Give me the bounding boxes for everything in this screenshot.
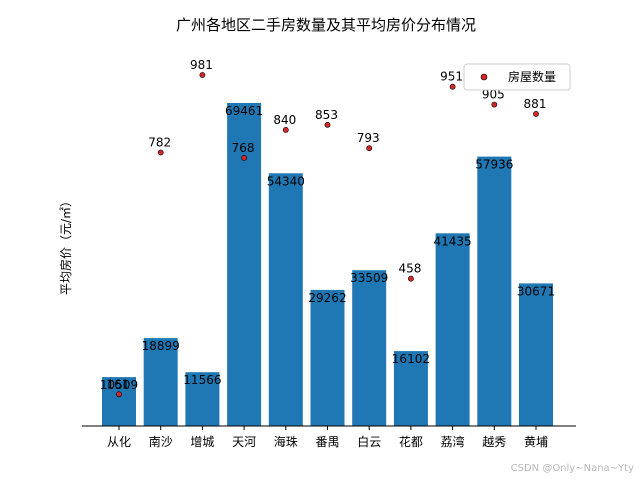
x-tick-label: 越秀 — [482, 435, 506, 449]
x-tick-label: 黄埔 — [524, 435, 548, 449]
count-label: 458 — [398, 262, 421, 276]
legend-frame — [463, 63, 571, 91]
x-tick-label: 南沙 — [149, 434, 173, 449]
bar — [519, 283, 553, 426]
x-tick-label: 番禺 — [315, 435, 339, 449]
scatter-point — [491, 101, 498, 108]
bar-value-label: 33509 — [350, 271, 388, 285]
bar-value-label: 29262 — [308, 291, 346, 305]
bar — [143, 338, 178, 426]
scatter-point — [449, 83, 456, 90]
count-label: 840 — [273, 113, 296, 127]
bar — [352, 270, 387, 426]
bar-value-label: 18899 — [142, 339, 180, 353]
scatter-series: 161 782 981 768 840 853 793 458 951 905 881 — [107, 58, 547, 398]
count-label: 782 — [148, 136, 171, 150]
bar-value-label: 57936 — [475, 158, 513, 172]
bar-value-label: 30671 — [517, 284, 555, 298]
scatter-point — [533, 111, 539, 117]
legend: 房屋数量 — [463, 63, 571, 91]
bar — [310, 289, 345, 426]
scatter-point — [116, 391, 122, 398]
legend-marker — [480, 73, 488, 81]
x-tick-label: 海珠 — [274, 434, 298, 449]
count-label: 981 — [190, 58, 213, 72]
count-label: 161 — [107, 377, 130, 391]
x-tick-label: 从化 — [107, 435, 131, 449]
count-label: 905 — [482, 88, 505, 102]
x-tick-label: 天河 — [232, 435, 256, 449]
bar-value-label: 16102 — [392, 352, 430, 366]
scatter-point — [324, 121, 331, 128]
count-label: 793 — [357, 131, 380, 145]
bar-value-label: 54340 — [267, 174, 305, 188]
bar — [477, 156, 512, 426]
bar — [185, 372, 220, 426]
bar-value-label: 10509 — [100, 378, 138, 392]
y-axis-label: 平均房价（元/㎡） — [58, 195, 73, 295]
x-tick-label: 白云 — [357, 434, 381, 449]
count-label: 951 — [440, 70, 463, 84]
scatter-point — [241, 154, 247, 161]
bar-value-label: 11566 — [183, 373, 221, 387]
count-label: 853 — [315, 108, 338, 122]
bar-series: 10509 18899 11566 69461 54340 29262 33509 16102… — [100, 103, 555, 426]
scatter-point — [366, 145, 373, 152]
x-tick-label: 荔湾 — [441, 434, 465, 449]
bar — [268, 173, 303, 426]
chart-title: 广州各地区二手房数量及其平均房价分布情况 — [176, 16, 476, 34]
watermark: CSDN @Only~Nana~Yty — [510, 463, 634, 474]
scatter-point — [157, 149, 164, 156]
x-tick-label: 花都 — [399, 434, 423, 449]
bar-value-label: 69461 — [225, 104, 263, 118]
bar-value-label: 41435 — [434, 234, 472, 248]
count-label: 768 — [232, 141, 255, 155]
scatter-point — [282, 126, 289, 133]
bar — [435, 233, 470, 426]
bar — [393, 351, 428, 426]
x-tick-label: 增城 — [190, 435, 214, 449]
x-ticks: 从化 南沙 增城 天河 海珠 番禺 白云 花都 荔湾 越秀 黄埔 — [107, 426, 548, 449]
scatter-point — [199, 72, 206, 78]
bar — [102, 377, 136, 426]
count-label: 881 — [524, 97, 547, 111]
legend-label: 房屋数量 — [508, 69, 556, 84]
scatter-point — [407, 275, 414, 282]
